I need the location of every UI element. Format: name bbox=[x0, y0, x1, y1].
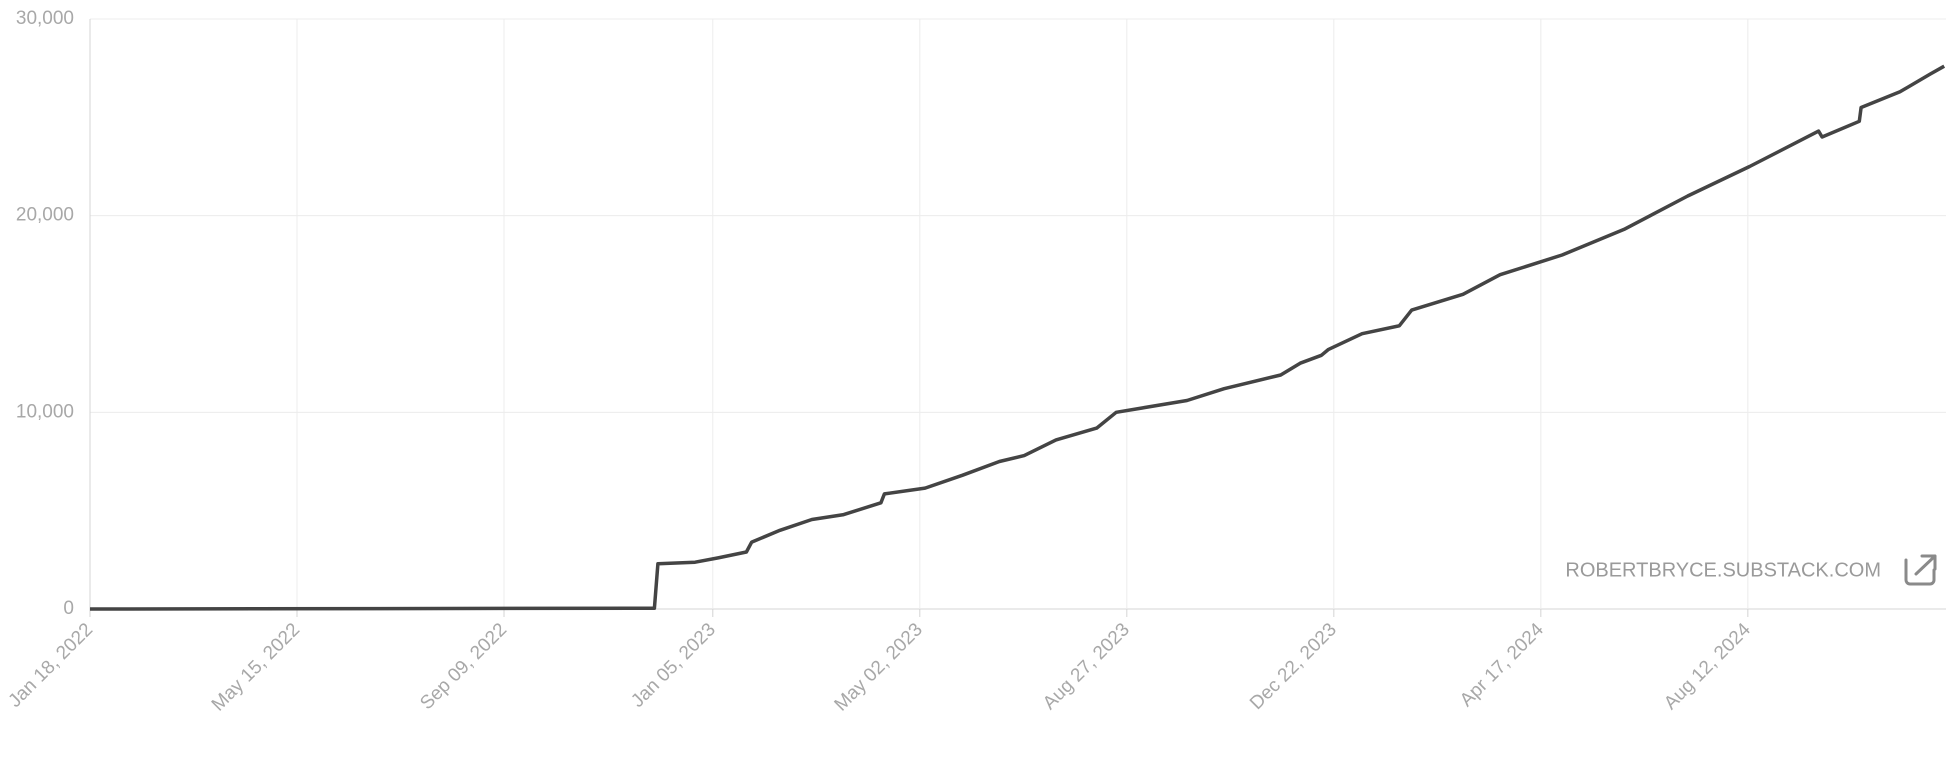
y-tick-label: 30,000 bbox=[16, 8, 74, 29]
watermark: ROBERTBRYCE.SUBSTACK.COM bbox=[1565, 559, 1881, 581]
x-tick-label: Dec 22, 2023 bbox=[1246, 619, 1341, 714]
x-tick-label: May 02, 2023 bbox=[831, 619, 927, 715]
x-tick-label: Jan 05, 2023 bbox=[627, 619, 720, 712]
x-tick-label: Jan 18, 2022 bbox=[5, 619, 98, 712]
y-tick-label: 20,000 bbox=[16, 205, 74, 226]
x-tick-label: May 15, 2022 bbox=[208, 619, 304, 715]
x-tick-label: Aug 27, 2023 bbox=[1039, 619, 1134, 714]
axes: 0 10,000 20,000 30,000 Jan 18, 2022 May 15, 2… bbox=[5, 8, 1946, 715]
x-tick-label: Apr 17, 2024 bbox=[1456, 619, 1548, 711]
x-tick-label: Aug 12, 2024 bbox=[1660, 619, 1755, 714]
y-tick-label: 10,000 bbox=[16, 401, 74, 422]
x-tick-label: Sep 09, 2022 bbox=[416, 619, 511, 714]
external-link-icon[interactable] bbox=[1904, 554, 1937, 586]
y-tick-label: 0 bbox=[63, 598, 74, 619]
line bbox=[89, 64, 1946, 611]
